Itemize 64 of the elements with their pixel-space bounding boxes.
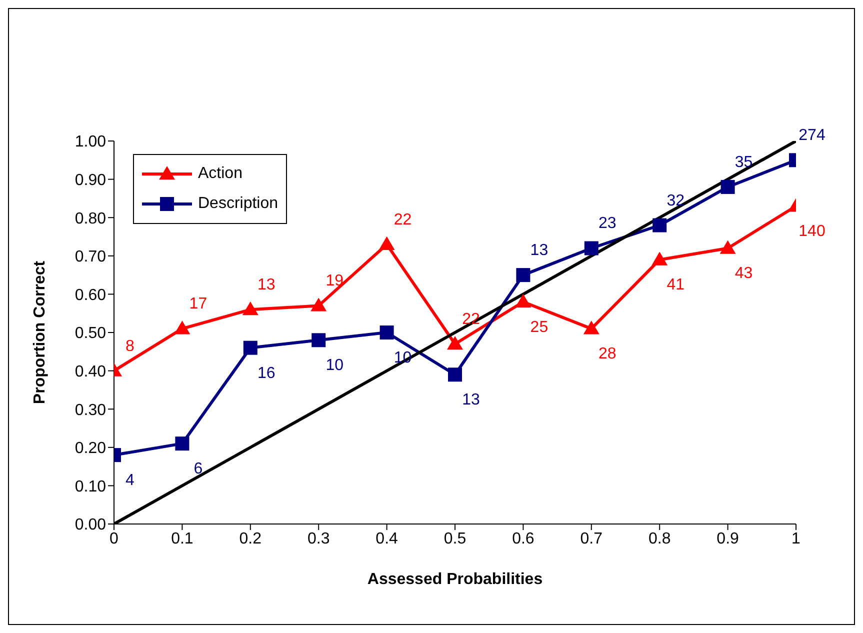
annotation: 28 bbox=[598, 346, 616, 363]
y-tick-label: 1.00 bbox=[74, 134, 106, 151]
point bbox=[583, 320, 600, 334]
point bbox=[584, 241, 598, 256]
y-tick-label: 0.00 bbox=[74, 516, 106, 534]
point bbox=[447, 336, 463, 350]
annotation: 23 bbox=[598, 215, 616, 232]
x-tick-label: 0.5 bbox=[444, 530, 466, 548]
point bbox=[380, 326, 394, 340]
y-tick-label: 0.90 bbox=[74, 172, 106, 189]
point bbox=[310, 298, 327, 312]
annotation: 13 bbox=[530, 242, 548, 260]
x-tick-label: 0.7 bbox=[580, 530, 603, 548]
point bbox=[720, 180, 735, 194]
y-tick-label: 0.50 bbox=[74, 325, 106, 342]
annotation: 32 bbox=[666, 192, 685, 210]
annotation: 17 bbox=[189, 296, 208, 313]
y-tick-label: 0.60 bbox=[74, 286, 106, 304]
y-tick-label: 0.30 bbox=[74, 402, 106, 419]
annotation: 19 bbox=[326, 272, 344, 290]
point bbox=[515, 294, 532, 308]
annotation: 16 bbox=[258, 364, 276, 382]
y-tick-label: 0.70 bbox=[74, 248, 106, 266]
annotation: 13 bbox=[462, 392, 480, 409]
x-axis-title: Assessed Probabilities bbox=[367, 571, 543, 588]
point bbox=[243, 340, 258, 355]
annotation: 10 bbox=[326, 357, 344, 374]
point bbox=[175, 436, 190, 451]
x-tick-label: 0.3 bbox=[307, 530, 330, 548]
x-tick-label: 0.1 bbox=[171, 530, 194, 548]
x-tick-label: 1 bbox=[792, 530, 801, 548]
x-tick-label: 0 bbox=[110, 530, 119, 548]
point bbox=[652, 252, 668, 266]
point bbox=[516, 268, 530, 282]
annotation: 4 bbox=[126, 472, 135, 490]
annotation: 22 bbox=[394, 211, 412, 228]
annotation: 6 bbox=[194, 460, 203, 478]
y-tick-label: 0.80 bbox=[74, 210, 106, 228]
point bbox=[174, 320, 190, 334]
annotation: 274 bbox=[798, 127, 826, 144]
point bbox=[652, 218, 667, 232]
annotation: 35 bbox=[734, 154, 753, 171]
x-tick-label: 0.6 bbox=[512, 530, 534, 548]
point bbox=[242, 302, 258, 316]
x-tick-label: 0.9 bbox=[716, 530, 740, 548]
annotation: 41 bbox=[666, 276, 685, 294]
annotation: 25 bbox=[530, 318, 548, 336]
y-tick-label: 0.40 bbox=[74, 363, 106, 380]
x-tick-label: 0.2 bbox=[239, 530, 262, 548]
point bbox=[448, 368, 462, 382]
legend-label: Action bbox=[198, 165, 242, 183]
annotation: 140 bbox=[798, 223, 826, 240]
annotation: 43 bbox=[734, 265, 753, 282]
annotation: 13 bbox=[258, 276, 276, 294]
point bbox=[378, 236, 395, 250]
point bbox=[720, 240, 736, 254]
y-tick-label: 0.20 bbox=[74, 440, 106, 458]
x-tick-label: 0.4 bbox=[376, 530, 398, 548]
annotation: 8 bbox=[126, 338, 135, 355]
y-tick-label: 0.10 bbox=[74, 478, 106, 496]
y-axis-title: Proportion Correct bbox=[32, 260, 49, 404]
x-tick-label: 0.8 bbox=[648, 530, 671, 548]
point bbox=[312, 333, 326, 348]
legend-label: Description bbox=[198, 195, 278, 213]
